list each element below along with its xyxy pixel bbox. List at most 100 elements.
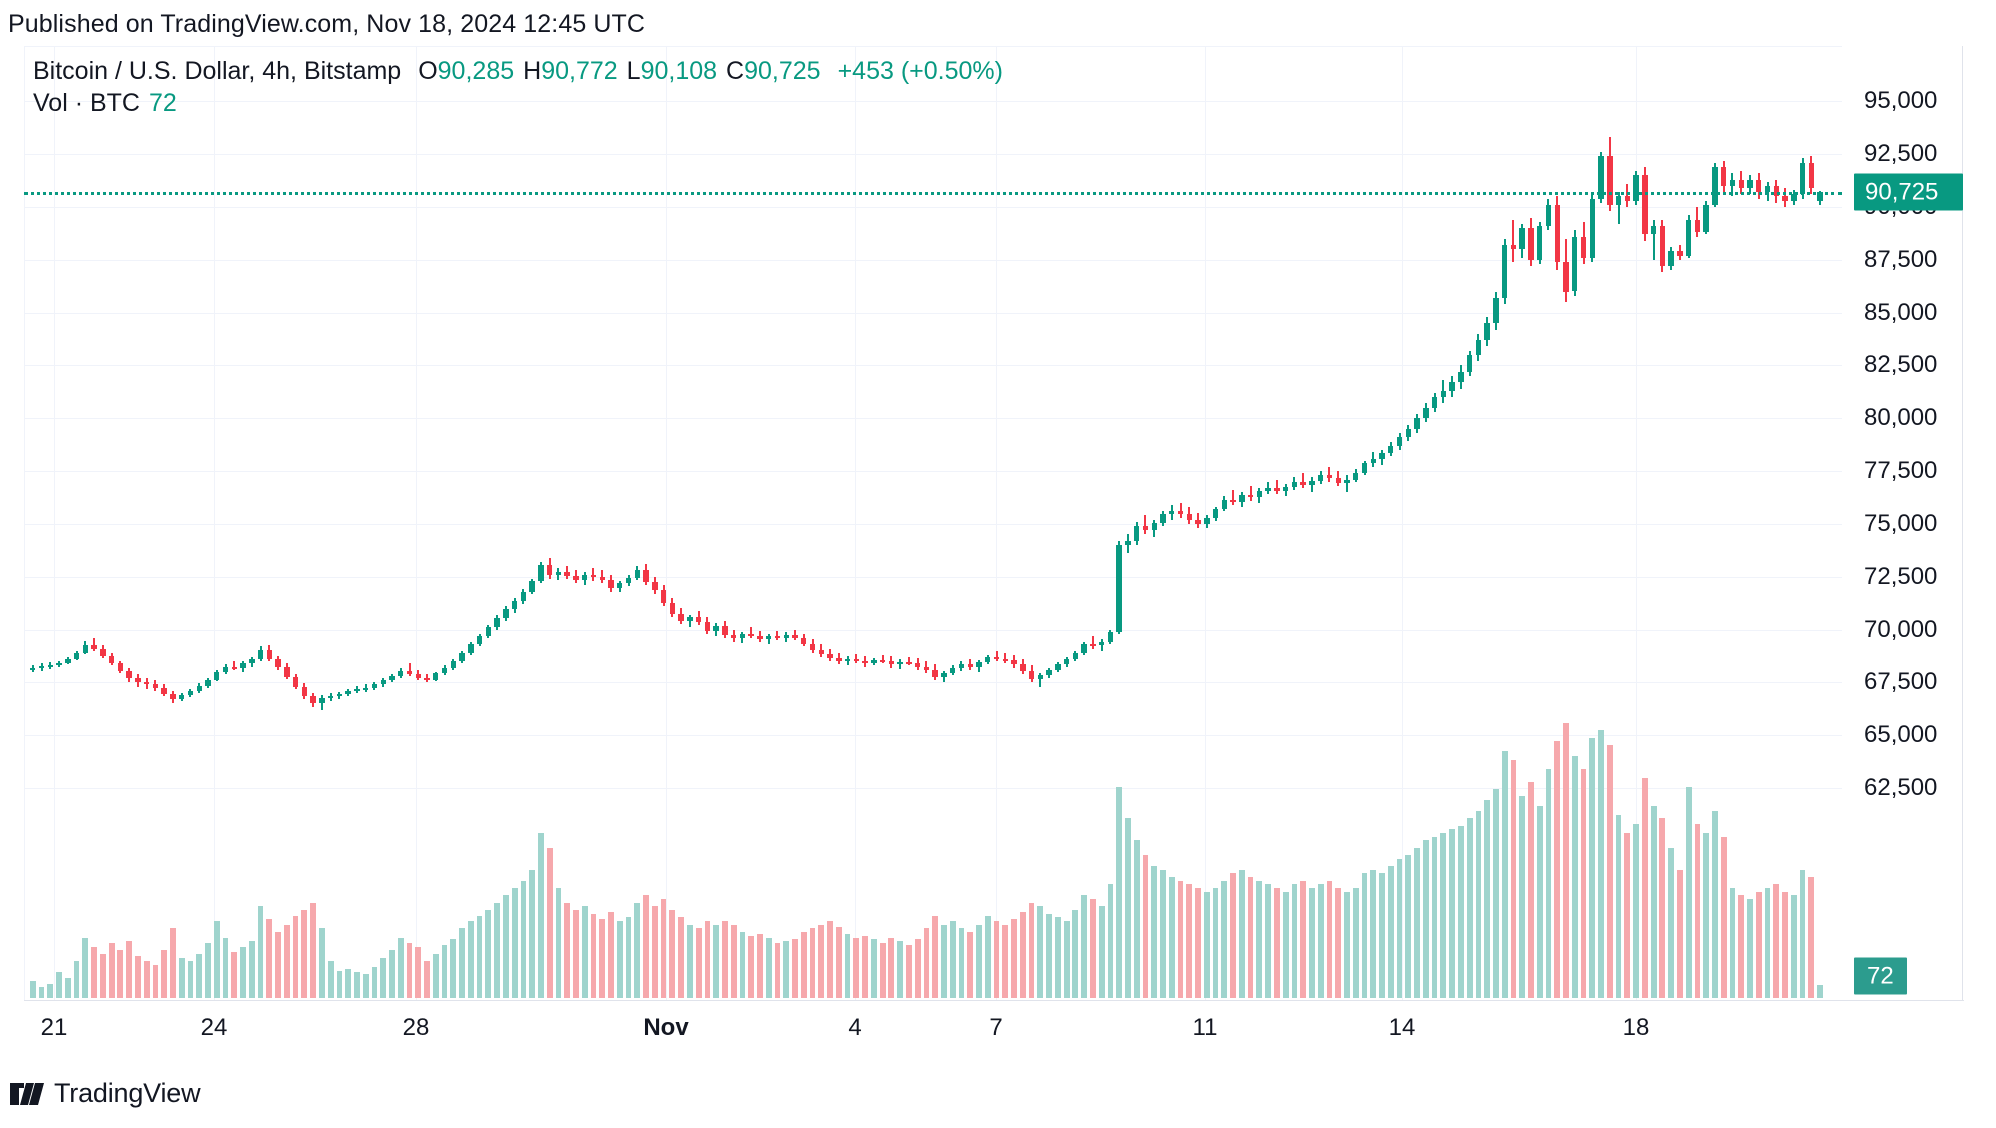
candle-body — [1677, 251, 1683, 256]
candle-body — [599, 576, 605, 580]
candle-body — [774, 635, 781, 638]
candle-body — [1239, 495, 1245, 502]
candle-body — [1063, 659, 1070, 665]
candle-body — [240, 663, 246, 668]
volume-bar — [1291, 884, 1298, 998]
volume-bar — [1081, 895, 1088, 998]
volume-bar — [1019, 911, 1026, 998]
time-axis-tick: 11 — [1192, 1014, 1218, 1041]
volume-bar — [669, 910, 676, 998]
candle-body — [818, 649, 824, 654]
candle-body — [1712, 166, 1718, 205]
volume-bar — [590, 913, 597, 998]
candle-body — [914, 663, 921, 667]
volume-bar — [1790, 895, 1797, 998]
candle-body — [643, 570, 649, 582]
candle-body — [985, 657, 991, 663]
horizontal-gridline — [24, 629, 1842, 631]
volume-bar — [1528, 781, 1534, 998]
candle-body — [1160, 514, 1166, 523]
volume-bar — [748, 935, 755, 998]
volume-bar — [511, 888, 518, 998]
volume-bar — [1729, 888, 1736, 998]
time-axis-tick: 14 — [1388, 1014, 1416, 1041]
candle-body — [152, 684, 159, 688]
candle-body — [1580, 236, 1587, 258]
candle-body — [1046, 669, 1052, 675]
candle-body — [748, 633, 754, 636]
volume-bar — [1641, 778, 1648, 998]
candle-body — [362, 687, 369, 690]
vertical-gridline — [666, 46, 667, 1000]
candle-body — [1107, 631, 1114, 643]
volume-bar — [1160, 869, 1166, 998]
candle-body — [538, 565, 544, 581]
volume-value-badge[interactable]: 72 — [1854, 957, 1907, 995]
volume-bar — [1230, 873, 1236, 998]
candle-body — [687, 616, 693, 622]
candle-body — [1659, 226, 1666, 267]
candle-body — [266, 649, 273, 660]
volume-bar — [538, 833, 544, 998]
volume-bar — [1046, 913, 1052, 998]
volume-bar — [1098, 906, 1105, 998]
price-axis-tick: 62,500 — [1864, 774, 1938, 801]
volume-bar — [1387, 866, 1394, 998]
chart-plot-area[interactable] — [24, 46, 1842, 1000]
volume-bar — [853, 937, 860, 998]
candle-body — [1563, 261, 1569, 292]
last-price-badge[interactable]: 90,725 — [1854, 173, 1963, 211]
candle-body — [853, 659, 860, 662]
candle-body — [100, 648, 106, 656]
volume-bar — [1633, 823, 1639, 998]
candle-body — [108, 655, 115, 664]
volume-bar — [722, 921, 728, 998]
horizontal-gridline — [24, 735, 1842, 737]
candle-body — [1431, 397, 1438, 408]
volume-bar — [213, 921, 220, 998]
volume-bar — [1817, 984, 1823, 998]
volume-bar — [739, 932, 746, 998]
candle-body — [1738, 179, 1744, 188]
candle-body — [222, 666, 229, 672]
candle-body — [450, 661, 457, 668]
candle-body — [1142, 526, 1149, 531]
candle-body — [310, 696, 316, 704]
candle-body — [398, 670, 404, 677]
candle-body — [1791, 194, 1797, 201]
candle-body — [91, 645, 97, 649]
candle-body — [590, 574, 597, 577]
price-axis-divider — [1962, 46, 1963, 1000]
candle-body — [1773, 185, 1779, 197]
candle-body — [1186, 514, 1192, 520]
candle-body — [301, 686, 308, 697]
volume-bar — [222, 937, 229, 998]
candle-body — [511, 601, 518, 610]
volume-bar — [564, 902, 571, 998]
volume-bar — [1598, 730, 1604, 998]
volume-bar — [1606, 745, 1613, 998]
volume-bar — [178, 957, 185, 998]
candle-body — [1116, 545, 1122, 632]
horizontal-gridline — [24, 788, 1842, 789]
candle-body — [1353, 473, 1359, 480]
volume-bar — [371, 966, 378, 998]
candle-body — [1449, 382, 1455, 391]
candle-body — [1528, 228, 1534, 260]
candle-body — [257, 649, 264, 660]
candle-wick — [1039, 672, 1042, 687]
candle-body — [1037, 674, 1044, 680]
volume-bar — [546, 847, 553, 998]
time-axis-tick: 7 — [989, 1014, 1003, 1041]
candle-wick — [1310, 477, 1313, 493]
time-axis-tick: 28 — [402, 1014, 430, 1041]
volume-bar — [616, 921, 623, 998]
time-axis[interactable]: 21 24 28 Nov 4 7 11 14 18 — [24, 1000, 1842, 1052]
price-axis-tick: 80,000 — [1864, 404, 1938, 432]
volume-bar — [625, 917, 632, 998]
candle-body — [56, 662, 62, 666]
volume-bar — [1466, 818, 1473, 998]
price-axis[interactable]: 95,00092,50090,00087,50085,00082,50080,0… — [1846, 46, 1996, 1000]
volume-bar — [1685, 787, 1692, 998]
price-axis-tick: 72,500 — [1864, 562, 1938, 590]
